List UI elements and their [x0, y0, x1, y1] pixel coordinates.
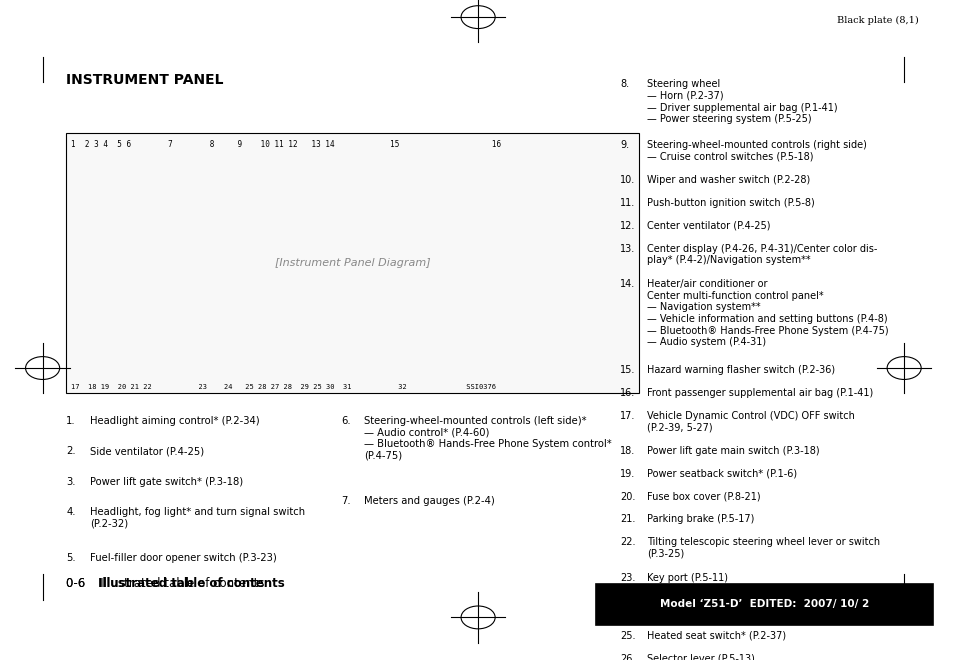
Text: 26.: 26.: [619, 654, 635, 660]
Text: 10.: 10.: [619, 176, 635, 185]
Text: 17  18 19  20 21 22           23    24   25 28 27 28  29 25 30  31           32 : 17 18 19 20 21 22 23 24 25 28 27 28 29 2…: [71, 384, 496, 390]
Text: 0-6    Illustrated table of contents: 0-6 Illustrated table of contents: [66, 578, 265, 591]
Text: Illustrated table of contents: Illustrated table of contents: [98, 578, 285, 591]
Text: 9.: 9.: [619, 140, 629, 150]
Text: Tilting telescopic steering wheel lever or switch
(P.3-25): Tilting telescopic steering wheel lever …: [646, 537, 879, 559]
Text: 17.: 17.: [619, 411, 635, 420]
Text: 20.: 20.: [619, 492, 635, 502]
Text: 7.: 7.: [340, 496, 350, 506]
Text: Fuse box cover (P.8-21): Fuse box cover (P.8-21): [646, 492, 760, 502]
Text: Power seatback switch* (P.1-6): Power seatback switch* (P.1-6): [646, 469, 796, 478]
Text: Fuel-filler door opener switch (P.3-23): Fuel-filler door opener switch (P.3-23): [90, 552, 276, 563]
Text: Headlight aiming control* (P.2-34): Headlight aiming control* (P.2-34): [90, 416, 259, 426]
Text: Audio system (P.4-31)
— Clock (P.2-38): Audio system (P.4-31) — Clock (P.2-38): [646, 595, 752, 617]
Text: Parking brake (P.5-17): Parking brake (P.5-17): [646, 515, 753, 525]
Text: Headlight, fog light* and turn signal switch
(P.2-32): Headlight, fog light* and turn signal sw…: [90, 507, 305, 529]
Text: 4.: 4.: [66, 507, 75, 517]
Text: Selector lever (P.5-13): Selector lever (P.5-13): [646, 654, 754, 660]
Text: 18.: 18.: [619, 446, 635, 456]
Text: Steering-wheel-mounted controls (left side)*
— Audio control* (P.4-60)
— Bluetoo: Steering-wheel-mounted controls (left si…: [364, 416, 612, 461]
Text: Front passenger supplemental air bag (P.1-41): Front passenger supplemental air bag (P.…: [646, 387, 872, 398]
Text: Center display (P.4-26, P.4-31)/Center color dis-
play* (P.4-2)/Navigation syste: Center display (P.4-26, P.4-31)/Center c…: [646, 244, 876, 265]
Text: Heated seat switch* (P.2-37): Heated seat switch* (P.2-37): [646, 631, 785, 641]
Text: 15.: 15.: [619, 365, 635, 375]
Text: Vehicle Dynamic Control (VDC) OFF switch
(P.2-39, 5-27): Vehicle Dynamic Control (VDC) OFF switch…: [646, 411, 854, 432]
Text: 3.: 3.: [66, 477, 75, 486]
Bar: [66, 133, 639, 393]
Text: 1  2 3 4  5 6        7        8     9    10 11 12   13 14            15         : 1 2 3 4 5 6 7 8 9 10 11 12 13 14 15: [71, 140, 500, 148]
Text: 0-6: 0-6: [66, 578, 93, 591]
Text: 11.: 11.: [619, 198, 635, 208]
Text: Meters and gauges (P.2-4): Meters and gauges (P.2-4): [364, 496, 495, 506]
Text: Power lift gate switch* (P.3-18): Power lift gate switch* (P.3-18): [90, 477, 243, 486]
Text: Push-button ignition switch (P.5-8): Push-button ignition switch (P.5-8): [646, 198, 814, 208]
Text: Side ventilator (P.4-25): Side ventilator (P.4-25): [90, 446, 204, 456]
Text: Heater/air conditioner or
Center multi-function control panel*
— Navigation syst: Heater/air conditioner or Center multi-f…: [646, 279, 887, 347]
Text: 22.: 22.: [619, 537, 635, 547]
Text: Key port (P.5-11): Key port (P.5-11): [646, 573, 727, 583]
Text: Steering wheel
— Horn (P.2-37)
— Driver supplemental air bag (P.1-41)
— Power st: Steering wheel — Horn (P.2-37) — Driver …: [646, 79, 837, 124]
Text: 19.: 19.: [619, 469, 635, 478]
Text: 23.: 23.: [619, 573, 635, 583]
Text: Steering-wheel-mounted controls (right side)
— Cruise control switches (P.5-18): Steering-wheel-mounted controls (right s…: [646, 140, 865, 162]
Text: Black plate (8,1): Black plate (8,1): [836, 16, 918, 25]
Text: 5.: 5.: [66, 552, 76, 563]
Text: 12.: 12.: [619, 221, 635, 231]
Text: Wiper and washer switch (P.2-28): Wiper and washer switch (P.2-28): [646, 176, 809, 185]
Text: 13.: 13.: [619, 244, 635, 254]
Text: 21.: 21.: [619, 515, 635, 525]
Text: 6.: 6.: [340, 416, 350, 426]
Text: INSTRUMENT PANEL: INSTRUMENT PANEL: [66, 73, 224, 87]
Text: 24.: 24.: [619, 595, 635, 606]
Text: 16.: 16.: [619, 387, 635, 398]
Text: [Instrument Panel Diagram]: [Instrument Panel Diagram]: [274, 258, 430, 269]
Text: 25.: 25.: [619, 631, 635, 641]
Text: Hazard warning flasher switch (P.2-36): Hazard warning flasher switch (P.2-36): [646, 365, 834, 375]
Text: 14.: 14.: [619, 279, 635, 289]
FancyBboxPatch shape: [596, 584, 932, 625]
Text: 2.: 2.: [66, 446, 76, 456]
Text: Model ‘Z51-D’  EDITED:  2007/ 10/ 2: Model ‘Z51-D’ EDITED: 2007/ 10/ 2: [659, 599, 869, 609]
Text: 8.: 8.: [619, 79, 629, 89]
Text: Power lift gate main switch (P.3-18): Power lift gate main switch (P.3-18): [646, 446, 819, 456]
Text: Center ventilator (P.4-25): Center ventilator (P.4-25): [646, 221, 769, 231]
Text: 1.: 1.: [66, 416, 76, 426]
